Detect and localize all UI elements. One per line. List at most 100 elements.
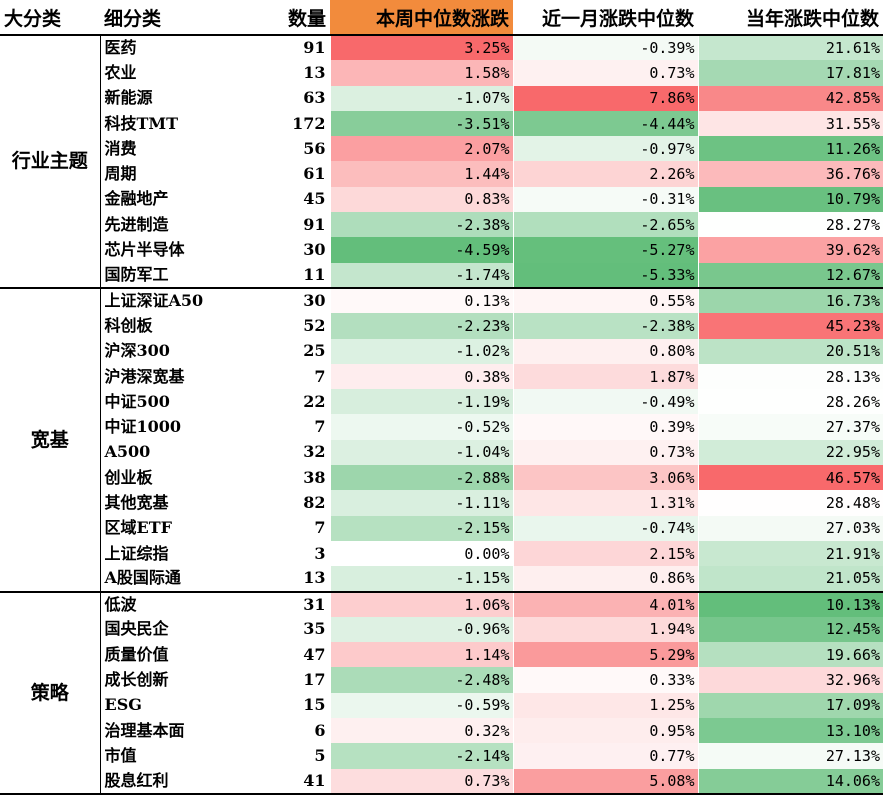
- subcategory-cell: 医药: [104, 38, 137, 58]
- table-row: 周期 61 1.44% 2.26% 36.76%: [0, 161, 883, 187]
- table-row: 其他宽基 82 -1.11% 1.31% 28.48%: [0, 490, 883, 516]
- month-change-cell: -0.49%: [512, 389, 698, 415]
- table-row: 农业 13 1.58% 0.73% 17.81%: [0, 60, 883, 86]
- ytd-change-cell: 19.66%: [697, 642, 883, 668]
- count-cell: 11: [275, 262, 330, 289]
- week-change-cell: -1.11%: [329, 490, 513, 516]
- count-cell: 172: [292, 113, 326, 133]
- month-change-cell: -0.39%: [512, 35, 698, 61]
- count-cell: 6: [314, 720, 326, 740]
- month-change-cell: 1.94%: [512, 616, 698, 643]
- table-row: 国防军工 11 -1.74% -5.33% 12.67%: [0, 262, 883, 289]
- ytd-change-cell: 36.76%: [697, 161, 883, 187]
- subcategory-cell: 低波: [104, 594, 137, 614]
- month-change-cell: -0.74%: [512, 515, 698, 541]
- month-change-cell: -5.27%: [512, 237, 698, 263]
- subcategory-cell: 质量价值: [104, 644, 169, 664]
- week-change-cell: -1.07%: [329, 85, 513, 111]
- count-cell: 31: [303, 594, 326, 614]
- week-change-cell: 1.14%: [329, 642, 513, 668]
- subcategory-cell: 治理基本面: [104, 720, 185, 740]
- table-row: 国央民企 35 -0.96% 1.94% 12.45%: [0, 616, 883, 643]
- count-cell: 52: [303, 315, 326, 335]
- month-change-cell: -0.31%: [512, 186, 698, 213]
- ytd-change-cell: 17.09%: [697, 692, 883, 719]
- week-change-cell: 0.32%: [329, 718, 513, 744]
- header-week-change: 本周中位数涨跌: [330, 0, 513, 36]
- month-change-cell: 0.55%: [512, 287, 698, 314]
- header-row: 大分类 细分类 数量 本周中位数涨跌 近一月涨跌中位数 当年涨跌中位数: [0, 0, 883, 36]
- count-cell: 15: [303, 695, 326, 715]
- ytd-change-cell: 10.79%: [697, 186, 883, 213]
- ytd-change-cell: 13.10%: [697, 718, 883, 744]
- month-change-cell: 0.86%: [512, 566, 698, 593]
- ytd-change-cell: 28.48%: [697, 490, 883, 516]
- table-row: A股国际通 13 -1.15% 0.86% 21.05%: [0, 566, 883, 593]
- month-change-cell: 0.39%: [512, 414, 698, 440]
- count-cell: 3: [314, 543, 326, 563]
- count-cell: 5: [314, 745, 326, 765]
- ytd-change-cell: 21.05%: [697, 566, 883, 593]
- subcategory-cell: 股息红利: [100, 768, 275, 795]
- month-change-cell: 3.06%: [512, 465, 698, 491]
- week-change-cell: -0.59%: [329, 692, 513, 719]
- ytd-change-cell: 21.61%: [697, 35, 883, 61]
- table-row: 沪深300 25 -1.02% 0.80% 20.51%: [0, 338, 883, 364]
- category-cell: 策略: [0, 591, 101, 795]
- month-change-cell: 0.77%: [512, 743, 698, 769]
- week-change-cell: 1.58%: [329, 60, 513, 86]
- table-row: 沪港深宽基 7 0.38% 1.87% 28.13%: [0, 363, 883, 390]
- ytd-change-cell: 16.73%: [697, 287, 883, 314]
- subcategory-cell: 周期: [104, 164, 137, 184]
- table-row: 科创板 52 -2.23% -2.38% 45.23%: [0, 313, 883, 339]
- subcategory-cell: 上证深证A50: [104, 291, 204, 311]
- table-row: 先进制造 91 -2.38% -2.65% 28.27%: [0, 212, 883, 238]
- subcategory-cell: 中证1000: [104, 417, 182, 437]
- month-change-cell: 5.08%: [512, 768, 698, 795]
- month-change-cell: 0.33%: [512, 667, 698, 693]
- week-change-cell: -2.15%: [329, 515, 513, 541]
- month-change-cell: -5.33%: [512, 262, 698, 289]
- month-change-cell: 0.80%: [512, 338, 698, 364]
- week-change-cell: -4.59%: [329, 237, 513, 263]
- week-change-cell: 0.13%: [329, 287, 513, 314]
- subcategory-cell: 先进制造: [104, 214, 169, 234]
- week-change-cell: 0.38%: [329, 363, 513, 390]
- ytd-change-cell: 46.57%: [697, 465, 883, 491]
- subcategory-cell: 市值: [104, 745, 137, 765]
- ytd-change-cell: 27.03%: [697, 515, 883, 541]
- subcategory-cell: 沪港深宽基: [104, 366, 185, 386]
- table-row: 科技TMT 172 -3.51% -4.44% 31.55%: [0, 110, 883, 137]
- month-change-cell: 5.29%: [512, 642, 698, 668]
- week-change-cell: 2.07%: [329, 136, 513, 162]
- ytd-change-cell: 12.45%: [697, 616, 883, 643]
- table-row: 股息红利 41 0.73% 5.08% 14.06%: [0, 768, 883, 795]
- header-category: 大分类: [0, 0, 100, 36]
- subcategory-cell: 科技TMT: [104, 113, 179, 133]
- table-row: 市值 5 -2.14% 0.77% 27.13%: [0, 743, 883, 769]
- ytd-change-cell: 11.26%: [697, 136, 883, 162]
- ytd-change-cell: 42.85%: [697, 85, 883, 111]
- subcategory-cell: 农业: [104, 62, 137, 82]
- header-subcategory: 细分类: [100, 0, 275, 36]
- subcategory-cell: 金融地产: [104, 189, 169, 209]
- count-cell: 41: [275, 768, 330, 795]
- subcategory-cell: 上证综指: [104, 543, 169, 563]
- table-row: 成长创新 17 -2.48% 0.33% 32.96%: [0, 667, 883, 693]
- week-change-cell: 1.06%: [329, 591, 513, 617]
- month-change-cell: -0.97%: [512, 136, 698, 162]
- week-change-cell: -1.74%: [329, 262, 513, 289]
- ytd-change-cell: 17.81%: [697, 60, 883, 86]
- subcategory-cell: A500: [104, 442, 151, 462]
- week-change-cell: -2.48%: [329, 667, 513, 693]
- table-row: 中证500 22 -1.19% -0.49% 28.26%: [0, 389, 883, 415]
- table-row: 中证1000 7 -0.52% 0.39% 27.37%: [0, 414, 883, 440]
- month-change-cell: 2.26%: [512, 161, 698, 187]
- subcategory-cell: 成长创新: [104, 670, 169, 690]
- count-cell: 7: [314, 417, 326, 437]
- month-change-cell: 1.25%: [512, 692, 698, 719]
- count-cell: 56: [303, 138, 326, 158]
- count-cell: 30: [303, 240, 326, 260]
- table-row: 质量价值 47 1.14% 5.29% 19.66%: [0, 642, 883, 668]
- month-change-cell: -2.65%: [512, 212, 698, 238]
